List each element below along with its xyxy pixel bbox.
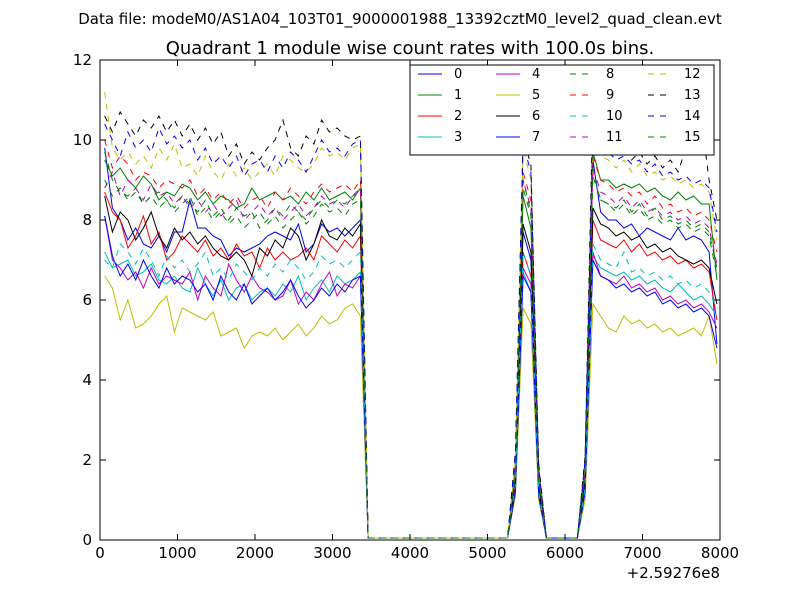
x-tick-label: 2000 [236, 544, 274, 562]
plot-frame [99, 59, 721, 541]
legend-label-6: 6 [532, 109, 540, 124]
chart-title: Quadrant 1 module wise count rates with … [166, 38, 655, 59]
x-tick-label: 4000 [391, 544, 429, 562]
legend-label-7: 7 [532, 130, 540, 145]
legend-label-9: 9 [606, 88, 614, 103]
y-tick-label: 0 [82, 531, 92, 549]
legend-label-4: 4 [532, 67, 540, 82]
series-layer [104, 91, 718, 539]
x-tick-label: 3000 [313, 544, 351, 562]
legend-frame [409, 64, 715, 156]
legend-label-12: 12 [684, 67, 701, 82]
legend-label-0: 0 [454, 67, 462, 82]
x-tick-label: 7000 [623, 544, 661, 562]
legend-label-11: 11 [606, 130, 623, 145]
series-line-11 [104, 167, 718, 539]
legend-label-3: 3 [454, 130, 462, 145]
y-tick-label: 8 [82, 211, 92, 229]
x-offset-label: +2.59276e8 [627, 564, 720, 582]
y-tick-label: 12 [73, 51, 92, 69]
x-tick-label: 1000 [158, 544, 196, 562]
x-tick-label: 8000 [701, 544, 739, 562]
x-tick-label: 0 [95, 544, 105, 562]
legend-label-5: 5 [532, 88, 540, 103]
x-tick-label: 6000 [546, 544, 584, 562]
legend-label-15: 15 [684, 130, 701, 145]
series-line-12 [104, 91, 718, 539]
y-tick-label: 2 [82, 451, 92, 469]
legend-label-2: 2 [454, 109, 462, 124]
y-tick-label: 6 [82, 291, 92, 309]
legend-label-10: 10 [606, 109, 623, 124]
legend-label-8: 8 [606, 67, 614, 82]
figure-suptitle: Data file: modeM0/AS1A04_103T01_90000019… [78, 10, 722, 29]
legend-label-13: 13 [684, 88, 701, 103]
legend-label-14: 14 [684, 109, 701, 124]
y-tick-label: 10 [73, 131, 92, 149]
legend-label-1: 1 [454, 88, 462, 103]
x-tick-label: 5000 [468, 544, 506, 562]
ticks-layer: 0 1000 2000 3000 4000 5000 6000 7000 80000246810… [73, 51, 739, 562]
y-tick-label: 4 [82, 371, 92, 389]
